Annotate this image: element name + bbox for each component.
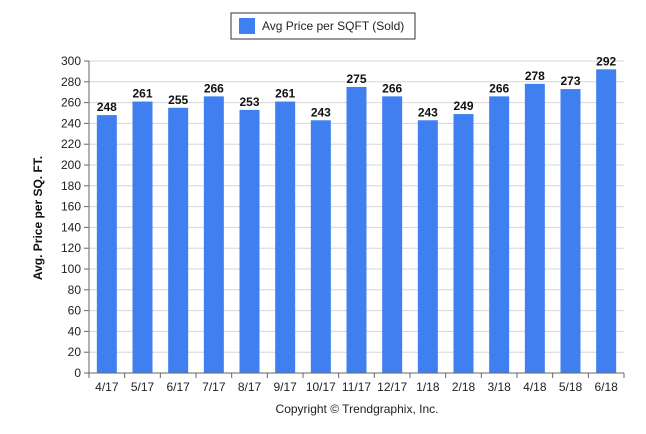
bar — [382, 96, 403, 374]
x-tick-label: 12/17 — [377, 380, 407, 394]
y-tick-label: 140 — [61, 220, 81, 234]
y-tick-label: 40 — [68, 324, 82, 338]
x-tick-label: 7/17 — [202, 380, 226, 394]
y-tick-label: 160 — [61, 200, 81, 214]
y-tick-label: 80 — [68, 283, 82, 297]
data-label: 278 — [525, 69, 545, 83]
y-tick-label: 240 — [61, 116, 81, 130]
y-tick-label: 0 — [74, 366, 81, 380]
bar — [417, 120, 438, 373]
data-label: 243 — [311, 105, 331, 119]
y-tick-label: 300 — [61, 54, 81, 68]
y-axis-title: Avg. Price per SQ. FT. — [31, 156, 45, 280]
x-tick-label: 4/17 — [95, 380, 119, 394]
x-tick-label: 6/17 — [166, 380, 190, 394]
data-label: 261 — [275, 87, 295, 101]
y-tick-label: 180 — [61, 179, 81, 193]
bar — [275, 101, 296, 373]
y-tick-label: 20 — [68, 345, 82, 359]
x-tick-label: 6/18 — [594, 380, 618, 394]
legend: Avg Price per SQFT (Sold) — [230, 12, 416, 40]
bar — [310, 120, 331, 373]
bar — [560, 89, 581, 373]
bar — [168, 107, 189, 374]
x-tick-label: 9/17 — [273, 380, 297, 394]
y-axis-ticks: 0 20 40 60 80 100 120 140 160 180 200 220 240 260 280 3… — [61, 54, 90, 380]
y-tick-label: 120 — [61, 241, 81, 255]
x-tick-label: 11/17 — [342, 380, 371, 394]
bar — [203, 96, 224, 374]
bar — [132, 101, 153, 373]
bar — [239, 109, 260, 373]
data-label: 266 — [382, 81, 402, 95]
data-label: 292 — [596, 54, 616, 68]
data-label: 261 — [132, 87, 152, 101]
bar — [524, 83, 545, 373]
legend-box — [230, 12, 416, 40]
y-tick-label: 280 — [61, 75, 81, 89]
y-tick-label: 100 — [61, 262, 81, 276]
y-tick-label: 60 — [68, 304, 82, 318]
x-tick-label: 5/17 — [131, 380, 155, 394]
bar — [96, 115, 117, 373]
bar — [346, 87, 367, 373]
data-label: 249 — [453, 99, 473, 113]
legend-label: Avg Price per SQFT (Sold) — [262, 19, 404, 33]
data-label: 253 — [239, 95, 259, 109]
x-tick-label: 2/18 — [452, 380, 476, 394]
bar — [596, 69, 617, 373]
data-label: 273 — [560, 74, 580, 88]
data-label: 255 — [168, 93, 188, 107]
x-tick-label: 8/17 — [238, 380, 262, 394]
x-tick-label: 3/18 — [487, 380, 511, 394]
x-axis-ticks: 4/17 5/17 6/17 7/17 8/17 9/17 10/17 11/17 12/17 1… — [88, 372, 625, 394]
bars — [96, 69, 617, 374]
x-tick-label: 4/18 — [523, 380, 547, 394]
x-tick-label: 1/18 — [416, 380, 440, 394]
y-tick-label: 260 — [61, 96, 81, 110]
data-label: 266 — [489, 81, 509, 95]
copyright-text: Copyright © Trendgraphix, Inc. — [276, 402, 439, 416]
data-label: 275 — [346, 72, 366, 86]
y-tick-label: 200 — [61, 158, 81, 172]
legend-swatch — [239, 18, 255, 34]
bar — [489, 96, 510, 374]
y-tick-label: 220 — [61, 137, 81, 151]
data-labels: 248 261 255 266 253 261 243 275 266 243 249 266 278 2… — [97, 54, 617, 119]
data-label: 243 — [418, 105, 438, 119]
x-tick-label: 10/17 — [306, 380, 336, 394]
bar — [453, 114, 474, 373]
data-label: 248 — [97, 100, 117, 114]
x-tick-label: 5/18 — [559, 380, 583, 394]
data-label: 266 — [204, 81, 224, 95]
